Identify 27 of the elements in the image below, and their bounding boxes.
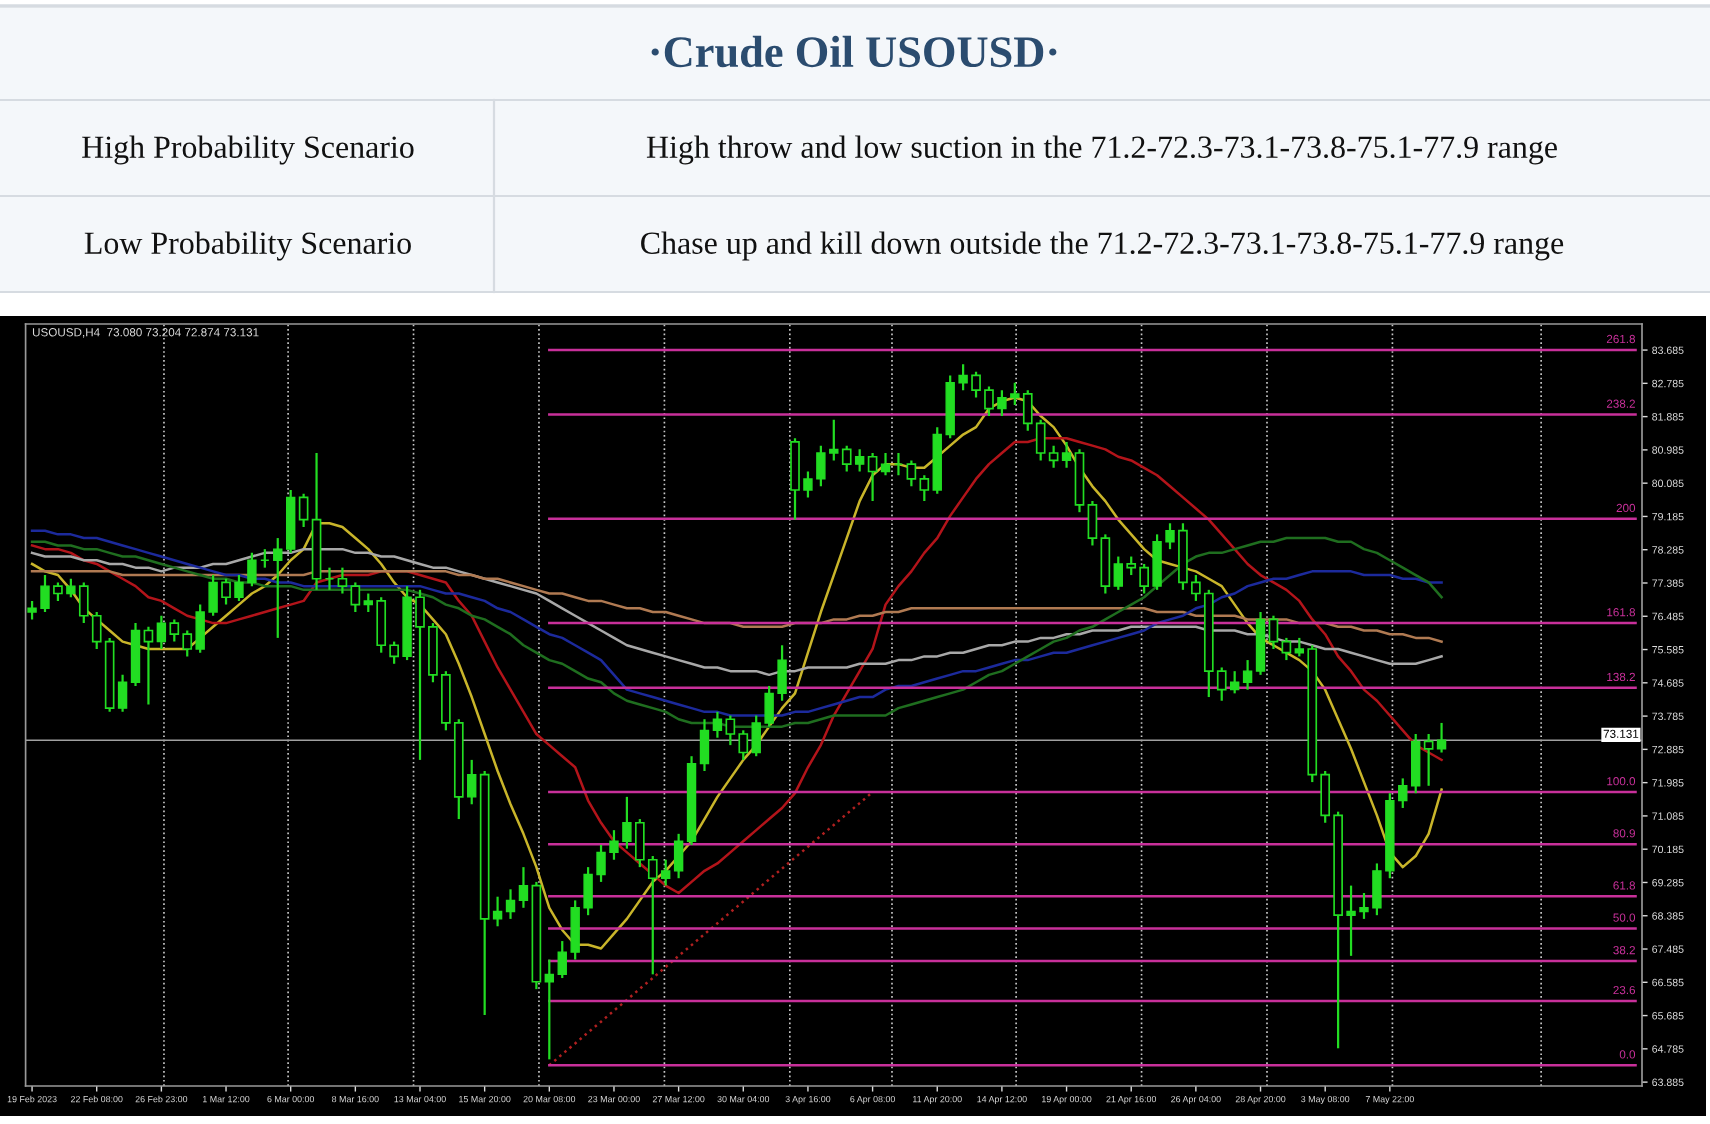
candlestick xyxy=(1281,636,1292,662)
candlestick xyxy=(505,888,516,920)
candlestick xyxy=(699,718,710,773)
candlestick xyxy=(1436,721,1447,754)
candlestick xyxy=(880,451,891,477)
candlestick xyxy=(518,866,529,909)
candlestick xyxy=(1423,732,1434,787)
candlestick xyxy=(350,581,361,614)
candlestick xyxy=(1268,614,1279,651)
candlestick xyxy=(492,895,503,928)
candlestick xyxy=(298,492,309,529)
candlestick xyxy=(1242,658,1253,691)
line-series xyxy=(548,790,874,1067)
chart-title: ·Crude Oil USOUSD· xyxy=(651,35,1057,68)
text: Low Probability Scenario xyxy=(84,231,411,261)
candlestick xyxy=(712,710,723,739)
candlestick xyxy=(867,451,878,503)
text: High throw and low suction in the 71.2-72.3-73.1-73.8-75.1-77.9 range xyxy=(646,135,1557,165)
candlestick xyxy=(337,566,348,595)
text: Chase up and kill down outside the 71.2-72.3-73.1-73.8-75.1-77.9 range xyxy=(641,231,1564,261)
candlestick xyxy=(1061,440,1072,469)
candlestick xyxy=(1087,499,1098,547)
text: High Probability Scenario xyxy=(82,135,414,165)
candlestick xyxy=(117,673,128,713)
candlestick xyxy=(273,536,283,640)
candlestick xyxy=(673,832,684,880)
candlestick xyxy=(1411,732,1421,795)
